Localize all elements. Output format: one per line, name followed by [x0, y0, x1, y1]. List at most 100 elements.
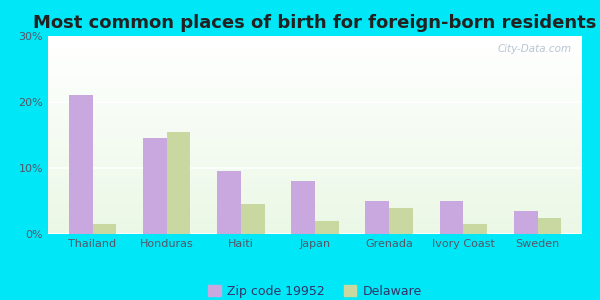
Bar [48, 233, 600, 234]
Bar [48, 224, 600, 225]
Bar [48, 216, 600, 217]
Bar [48, 125, 600, 126]
Bar [48, 55, 600, 56]
Bar [48, 60, 600, 61]
Bar [48, 215, 600, 216]
Bar [48, 218, 600, 219]
Bar [48, 229, 600, 230]
Bar [48, 37, 600, 38]
Bar [48, 172, 600, 174]
Bar [48, 145, 600, 146]
Bar [48, 136, 600, 137]
Bar [48, 198, 600, 200]
Bar [48, 116, 600, 117]
Bar [48, 159, 600, 160]
Bar [48, 169, 600, 170]
Bar [48, 154, 600, 155]
Bar [48, 176, 600, 177]
Bar [48, 85, 600, 86]
Bar [48, 93, 600, 94]
Bar [48, 164, 600, 165]
Bar [48, 105, 600, 106]
Bar [48, 126, 600, 127]
Bar [48, 194, 600, 195]
Bar [48, 112, 600, 113]
Bar [48, 162, 600, 163]
Bar [48, 74, 600, 75]
Bar [48, 144, 600, 145]
Bar [48, 113, 600, 114]
Bar [48, 81, 600, 82]
Bar [48, 92, 600, 93]
Bar [241, 204, 265, 234]
Bar [48, 49, 600, 50]
Bar [48, 219, 600, 220]
Bar [48, 231, 600, 232]
Bar [48, 132, 600, 133]
Bar [48, 147, 600, 148]
Bar [48, 36, 600, 37]
Bar [48, 108, 600, 109]
Bar [48, 121, 600, 122]
Bar [48, 205, 600, 206]
Bar [48, 69, 600, 70]
Bar [48, 141, 600, 142]
Bar [48, 115, 600, 116]
Bar [69, 95, 92, 234]
Bar [48, 82, 600, 83]
Bar [48, 72, 600, 73]
Bar [48, 200, 600, 201]
Bar [48, 85, 600, 86]
Bar [48, 83, 600, 85]
Bar [48, 134, 600, 135]
Bar [48, 146, 600, 147]
Bar [48, 82, 600, 83]
Bar [48, 156, 600, 157]
Bar [48, 139, 600, 140]
Bar [48, 127, 600, 128]
Bar [48, 101, 600, 102]
Bar [48, 148, 600, 149]
Bar [48, 39, 600, 40]
Bar [48, 98, 600, 99]
Bar [48, 52, 600, 53]
Bar [48, 184, 600, 185]
Bar [48, 181, 600, 182]
Bar [48, 111, 600, 112]
Bar [48, 102, 600, 103]
Bar [48, 58, 600, 59]
Bar [48, 96, 600, 98]
Bar [48, 161, 600, 162]
Bar [48, 68, 600, 69]
Text: City-Data.com: City-Data.com [497, 44, 571, 54]
Bar [514, 211, 538, 234]
Bar [48, 207, 600, 208]
Bar [48, 133, 600, 134]
Bar [48, 43, 600, 44]
Bar [48, 179, 600, 181]
Bar [48, 94, 600, 95]
Bar [48, 104, 600, 105]
Bar [143, 138, 167, 234]
Bar [48, 152, 600, 153]
Bar [48, 211, 600, 212]
Bar [48, 124, 600, 125]
Bar [48, 210, 600, 211]
Bar [48, 157, 600, 158]
Bar [48, 128, 600, 129]
Bar [48, 63, 600, 64]
Bar [48, 71, 600, 72]
Bar [48, 158, 600, 159]
Bar [48, 187, 600, 188]
Bar [48, 86, 600, 88]
Bar [48, 196, 600, 197]
Bar [48, 118, 600, 119]
Bar [48, 182, 600, 184]
Bar [48, 138, 600, 139]
Bar [48, 153, 600, 154]
Bar [48, 214, 600, 215]
Bar [48, 79, 600, 80]
Bar [48, 100, 600, 101]
Bar [48, 175, 600, 176]
Bar [48, 209, 600, 210]
